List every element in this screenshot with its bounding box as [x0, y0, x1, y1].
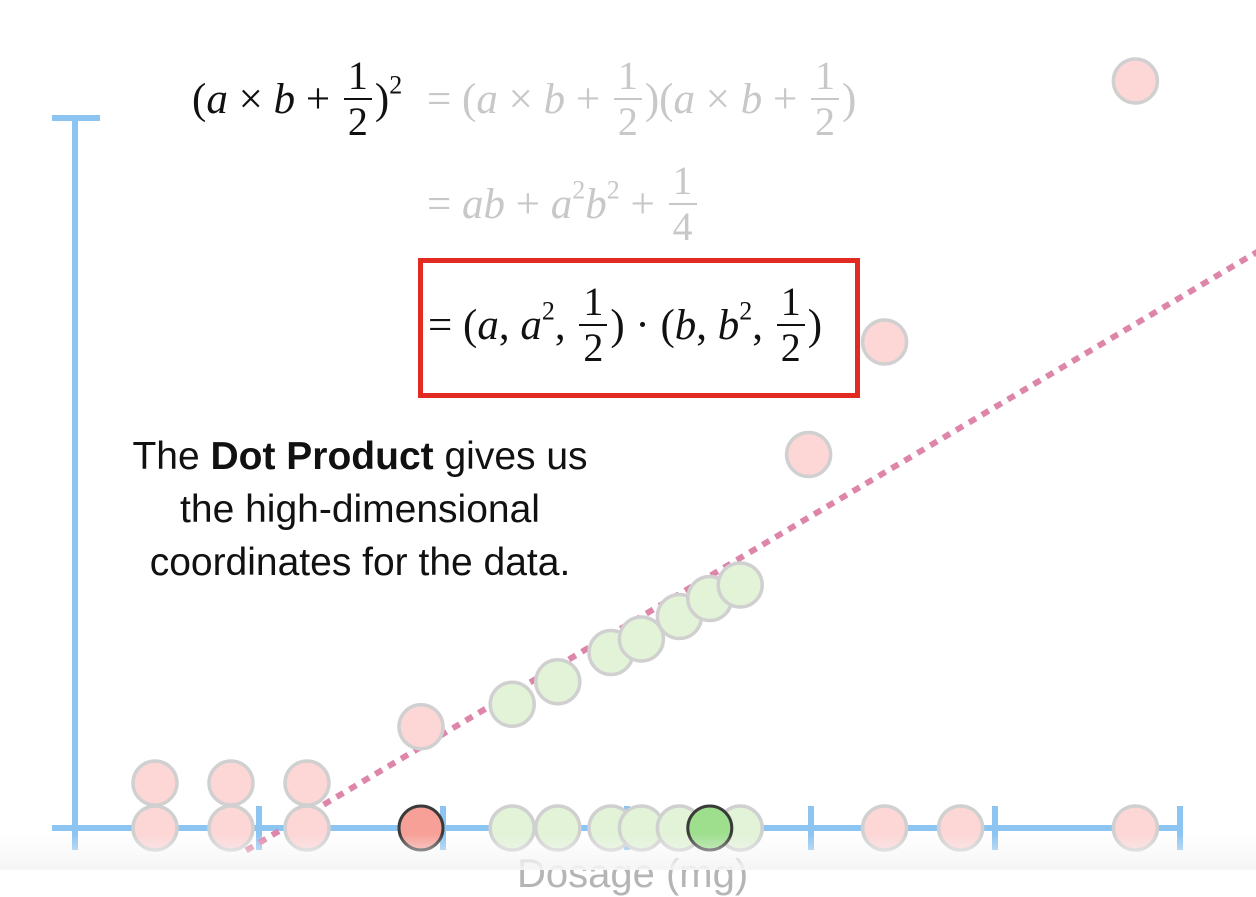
green-point-3 — [617, 615, 666, 663]
red-point-6 — [397, 703, 445, 751]
boundary-dotted-line — [244, 249, 1256, 854]
red-point-4 — [283, 804, 331, 852]
green-point-7 — [488, 804, 536, 852]
caption-after: gives us the high-dimensional coordinate… — [149, 435, 588, 584]
green-point-6 — [716, 561, 764, 609]
red-point-0 — [131, 804, 179, 852]
red-point-12 — [1111, 804, 1160, 852]
caption-before: The — [132, 435, 211, 478]
equation-line1-rhs: = (a × b + 1 2)(a × b + 1 2) — [427, 53, 857, 144]
highlight-box — [418, 258, 860, 398]
caption-bold: Dot Product — [210, 435, 434, 478]
red-point-10 — [936, 804, 985, 852]
green_highlight-point-0 — [686, 804, 734, 852]
red-point-8 — [860, 318, 909, 366]
green-point-8 — [534, 804, 582, 852]
red-point-7 — [784, 430, 833, 479]
equation-line1-lhs: (a × b + 1 2)2 — [192, 53, 403, 144]
x-axis-label: Dosage (mg) — [517, 852, 749, 896]
red-point-9 — [860, 804, 909, 852]
red-point-5 — [283, 759, 331, 807]
red-point-1 — [131, 759, 179, 807]
green-point-1 — [534, 658, 582, 706]
caption-text: The Dot Product gives us the high-dimens… — [100, 430, 620, 589]
red_highlight-point-0 — [397, 804, 445, 852]
equation-line3-boxed: = (a, a2, 1 2) · (b, b2, 1 2) — [428, 279, 823, 370]
red-point-2 — [207, 804, 255, 852]
green-point-0 — [488, 680, 536, 728]
red-point-3 — [207, 759, 255, 807]
red-point-11 — [1111, 57, 1160, 105]
